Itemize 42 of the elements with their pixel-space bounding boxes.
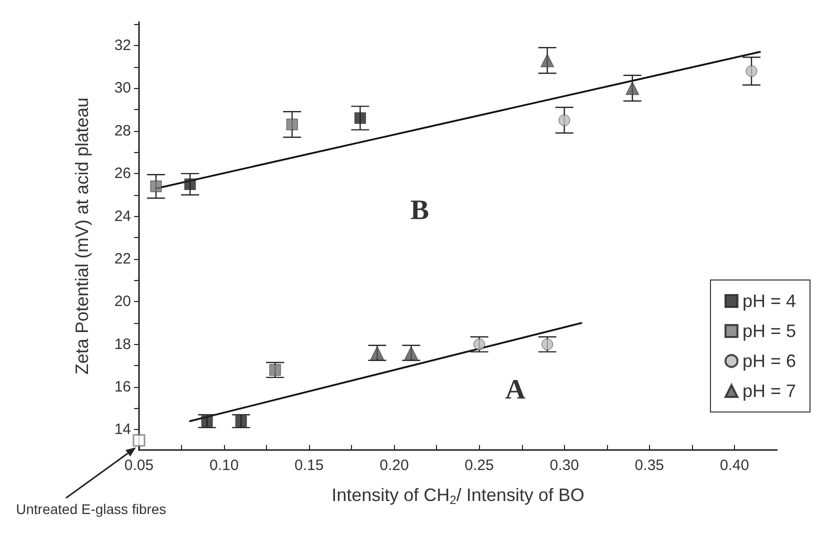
x-tick-label: 0.35 [634,457,664,474]
point [201,415,213,427]
y-tick-label: 16 [114,378,131,396]
point [746,65,758,77]
point [150,180,162,192]
annotation: B [410,194,430,226]
y-tick-label: 20 [114,293,131,310]
x-tick-label: 0.40 [720,457,750,474]
x-tick-label: 0.15 [294,457,324,474]
y-tick-label: 32 [114,36,131,54]
point [269,364,281,376]
point [286,118,298,130]
y-tick-label: 18 [114,336,131,353]
x-tick-label: 0.30 [550,457,579,474]
point [235,415,247,427]
y-tick-label: 30 [114,80,131,97]
point [626,81,640,95]
point [184,178,196,190]
point [404,346,418,360]
point [558,114,570,126]
legend-label: pH = 4 [742,291,796,311]
point [354,112,366,124]
legend-label: pH = 5 [742,321,796,341]
point [540,54,554,68]
point [132,434,146,447]
point [370,346,384,360]
y-tick-label: 28 [114,122,131,140]
legend-label: pH = 6 [742,351,796,371]
y-tick-label: 22 [114,250,131,268]
x-tick-label: 0.25 [464,457,494,474]
point [474,338,486,350]
y-axis-title: Zeta Potential (mV) at acid plateau [72,97,92,375]
annotation: A [505,374,526,406]
legend-label: pH = 7 [742,381,796,401]
x-tick-label: 0.10 [209,457,239,474]
x-tick-label: 0.05 [124,457,154,474]
point [542,338,554,350]
x-tick-label: 0.20 [380,457,409,474]
y-tick-label: 14 [114,421,131,438]
y-tick-label: 24 [114,208,131,225]
text: Untreated E-glass fibres [16,501,166,517]
y-tick-label: 26 [114,165,131,182]
